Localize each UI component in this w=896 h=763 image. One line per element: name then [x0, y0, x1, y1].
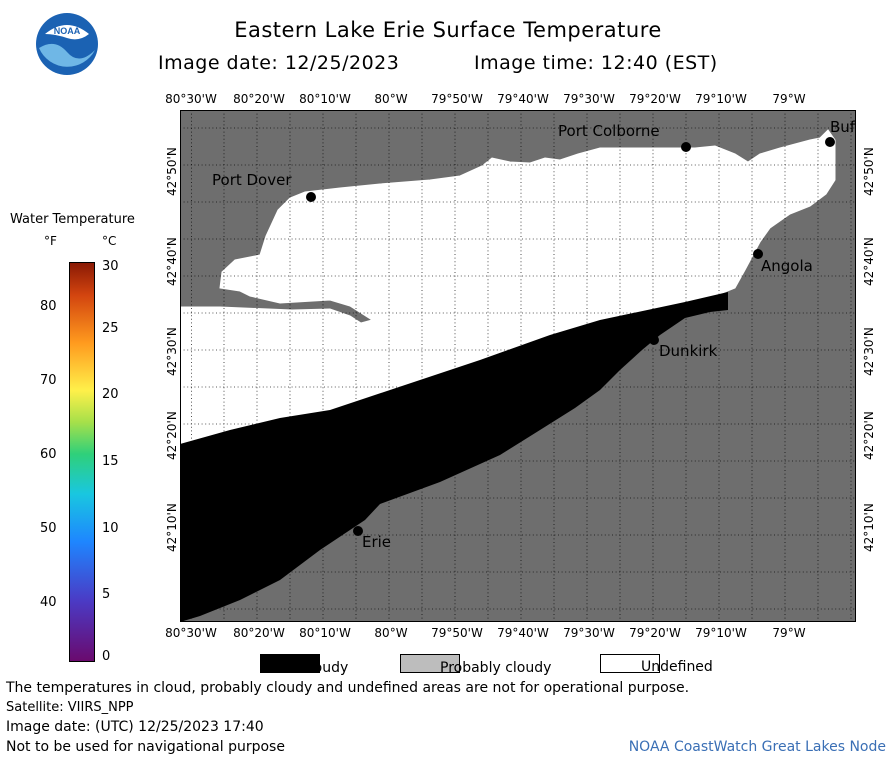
lon-label-top: 79°20'W — [629, 92, 681, 106]
lon-label-bottom: 79°W — [772, 626, 806, 640]
disclaimer-text: The temperatures in cloud, probably clou… — [6, 680, 690, 696]
colorbar-unit-f: °F — [44, 234, 57, 248]
colorbar-tick-c: 5 — [102, 587, 111, 602]
colorbar-tick-c: 0 — [102, 649, 111, 664]
place-label-dunkirk: Dunkirk — [659, 342, 718, 360]
lon-label-bottom: 80°10'W — [299, 626, 351, 640]
colorbar-tick-c: 20 — [102, 387, 119, 402]
lon-label-bottom: 80°W — [374, 626, 408, 640]
legend-swatch-cloudy — [260, 654, 320, 673]
lon-label-top: 80°20'W — [233, 92, 285, 106]
lat-label-left: 42°20'N — [165, 411, 179, 460]
lake-map — [180, 110, 856, 622]
lon-label-bottom: 79°30'W — [563, 626, 615, 640]
lat-label-right: 42°30'N — [862, 327, 876, 376]
colorbar-tick-f: 40 — [40, 595, 57, 610]
image-date: Image date: 12/25/2023 — [158, 52, 400, 74]
credit-text: NOAA CoastWatch Great Lakes Node — [628, 739, 886, 755]
noaa-logo: NOAA — [35, 12, 99, 76]
colorbar-tick-f: 70 — [40, 373, 57, 388]
colorbar-tick-c: 10 — [102, 521, 119, 536]
lat-label-left: 42°10'N — [165, 503, 179, 552]
lon-label-bottom: 79°20'W — [629, 626, 681, 640]
lon-label-top: 79°W — [772, 92, 806, 106]
lon-label-top: 79°10'W — [695, 92, 747, 106]
map-frame — [180, 110, 856, 622]
colorbar-tick-f: 60 — [40, 447, 57, 462]
place-label-port-dover: Port Dover — [212, 171, 292, 189]
lat-label-left: 42°50'N — [165, 147, 179, 196]
legend-label-probably-cloudy: Probably cloudy — [440, 660, 552, 676]
colorbar-tick-f: 50 — [40, 521, 57, 536]
satellite-text: Satellite: VIIRS_NPP — [6, 700, 134, 715]
place-label-erie: Erie — [362, 533, 392, 551]
legend-swatch-probably-cloudy — [400, 654, 460, 673]
legend-swatch-undefined — [600, 654, 660, 673]
lat-label-right: 42°10'N — [862, 503, 876, 552]
colorbar-tick-c: 15 — [102, 454, 119, 469]
legend-label-undefined: Undefined — [641, 659, 713, 675]
lat-label-right: 42°20'N — [862, 411, 876, 460]
lat-label-right: 42°50'N — [862, 147, 876, 196]
lon-label-top: 79°50'W — [431, 92, 483, 106]
colorbar-tick-f: 80 — [40, 299, 57, 314]
image-time: Image time: 12:40 (EST) — [474, 52, 718, 74]
colorbar-tick-c: 25 — [102, 321, 119, 336]
lat-label-left: 42°40'N — [165, 237, 179, 286]
place-label-buffalo: Buf — [830, 118, 856, 136]
lat-label-left: 42°30'N — [165, 327, 179, 376]
navigation-warning: Not to be used for navigational purpose — [6, 739, 285, 755]
colorbar-title: Water Temperature — [10, 212, 135, 227]
lon-label-top: 80°10'W — [299, 92, 351, 106]
lon-label-bottom: 79°40'W — [497, 626, 549, 640]
lon-label-top: 79°40'W — [497, 92, 549, 106]
graticule — [180, 110, 856, 622]
city-marker-erie — [353, 526, 363, 536]
city-marker-port-colborne — [681, 142, 691, 152]
lon-label-bottom: 79°50'W — [431, 626, 483, 640]
city-marker-port-dover — [306, 192, 316, 202]
colorbar — [69, 262, 95, 662]
lon-label-top: 79°30'W — [563, 92, 615, 106]
place-label-port-colborne: Port Colborne — [558, 122, 660, 140]
colorbar-unit-c: °C — [102, 234, 117, 248]
lat-label-right: 42°40'N — [862, 237, 876, 286]
lon-label-top: 80°W — [374, 92, 408, 106]
legend-label-cloudy: Cloudy — [300, 660, 349, 676]
cloudy-area — [180, 292, 728, 622]
utc-date-text: Image date: (UTC) 12/25/2023 17:40 — [6, 719, 264, 735]
city-marker-angola — [753, 249, 763, 259]
lon-label-top: 80°30'W — [165, 92, 217, 106]
lon-label-bottom: 79°10'W — [695, 626, 747, 640]
page-title: Eastern Lake Erie Surface Temperature — [234, 18, 662, 42]
city-marker-dunkirk — [649, 335, 659, 345]
undefined-lake-area — [180, 129, 836, 445]
city-marker-buffalo — [825, 137, 835, 147]
colorbar-tick-c: 30 — [102, 259, 119, 274]
lon-label-bottom: 80°20'W — [233, 626, 285, 640]
lon-label-bottom: 80°30'W — [165, 626, 217, 640]
noaa-logo-text: NOAA — [54, 26, 81, 36]
place-label-angola: Angola — [761, 257, 813, 275]
